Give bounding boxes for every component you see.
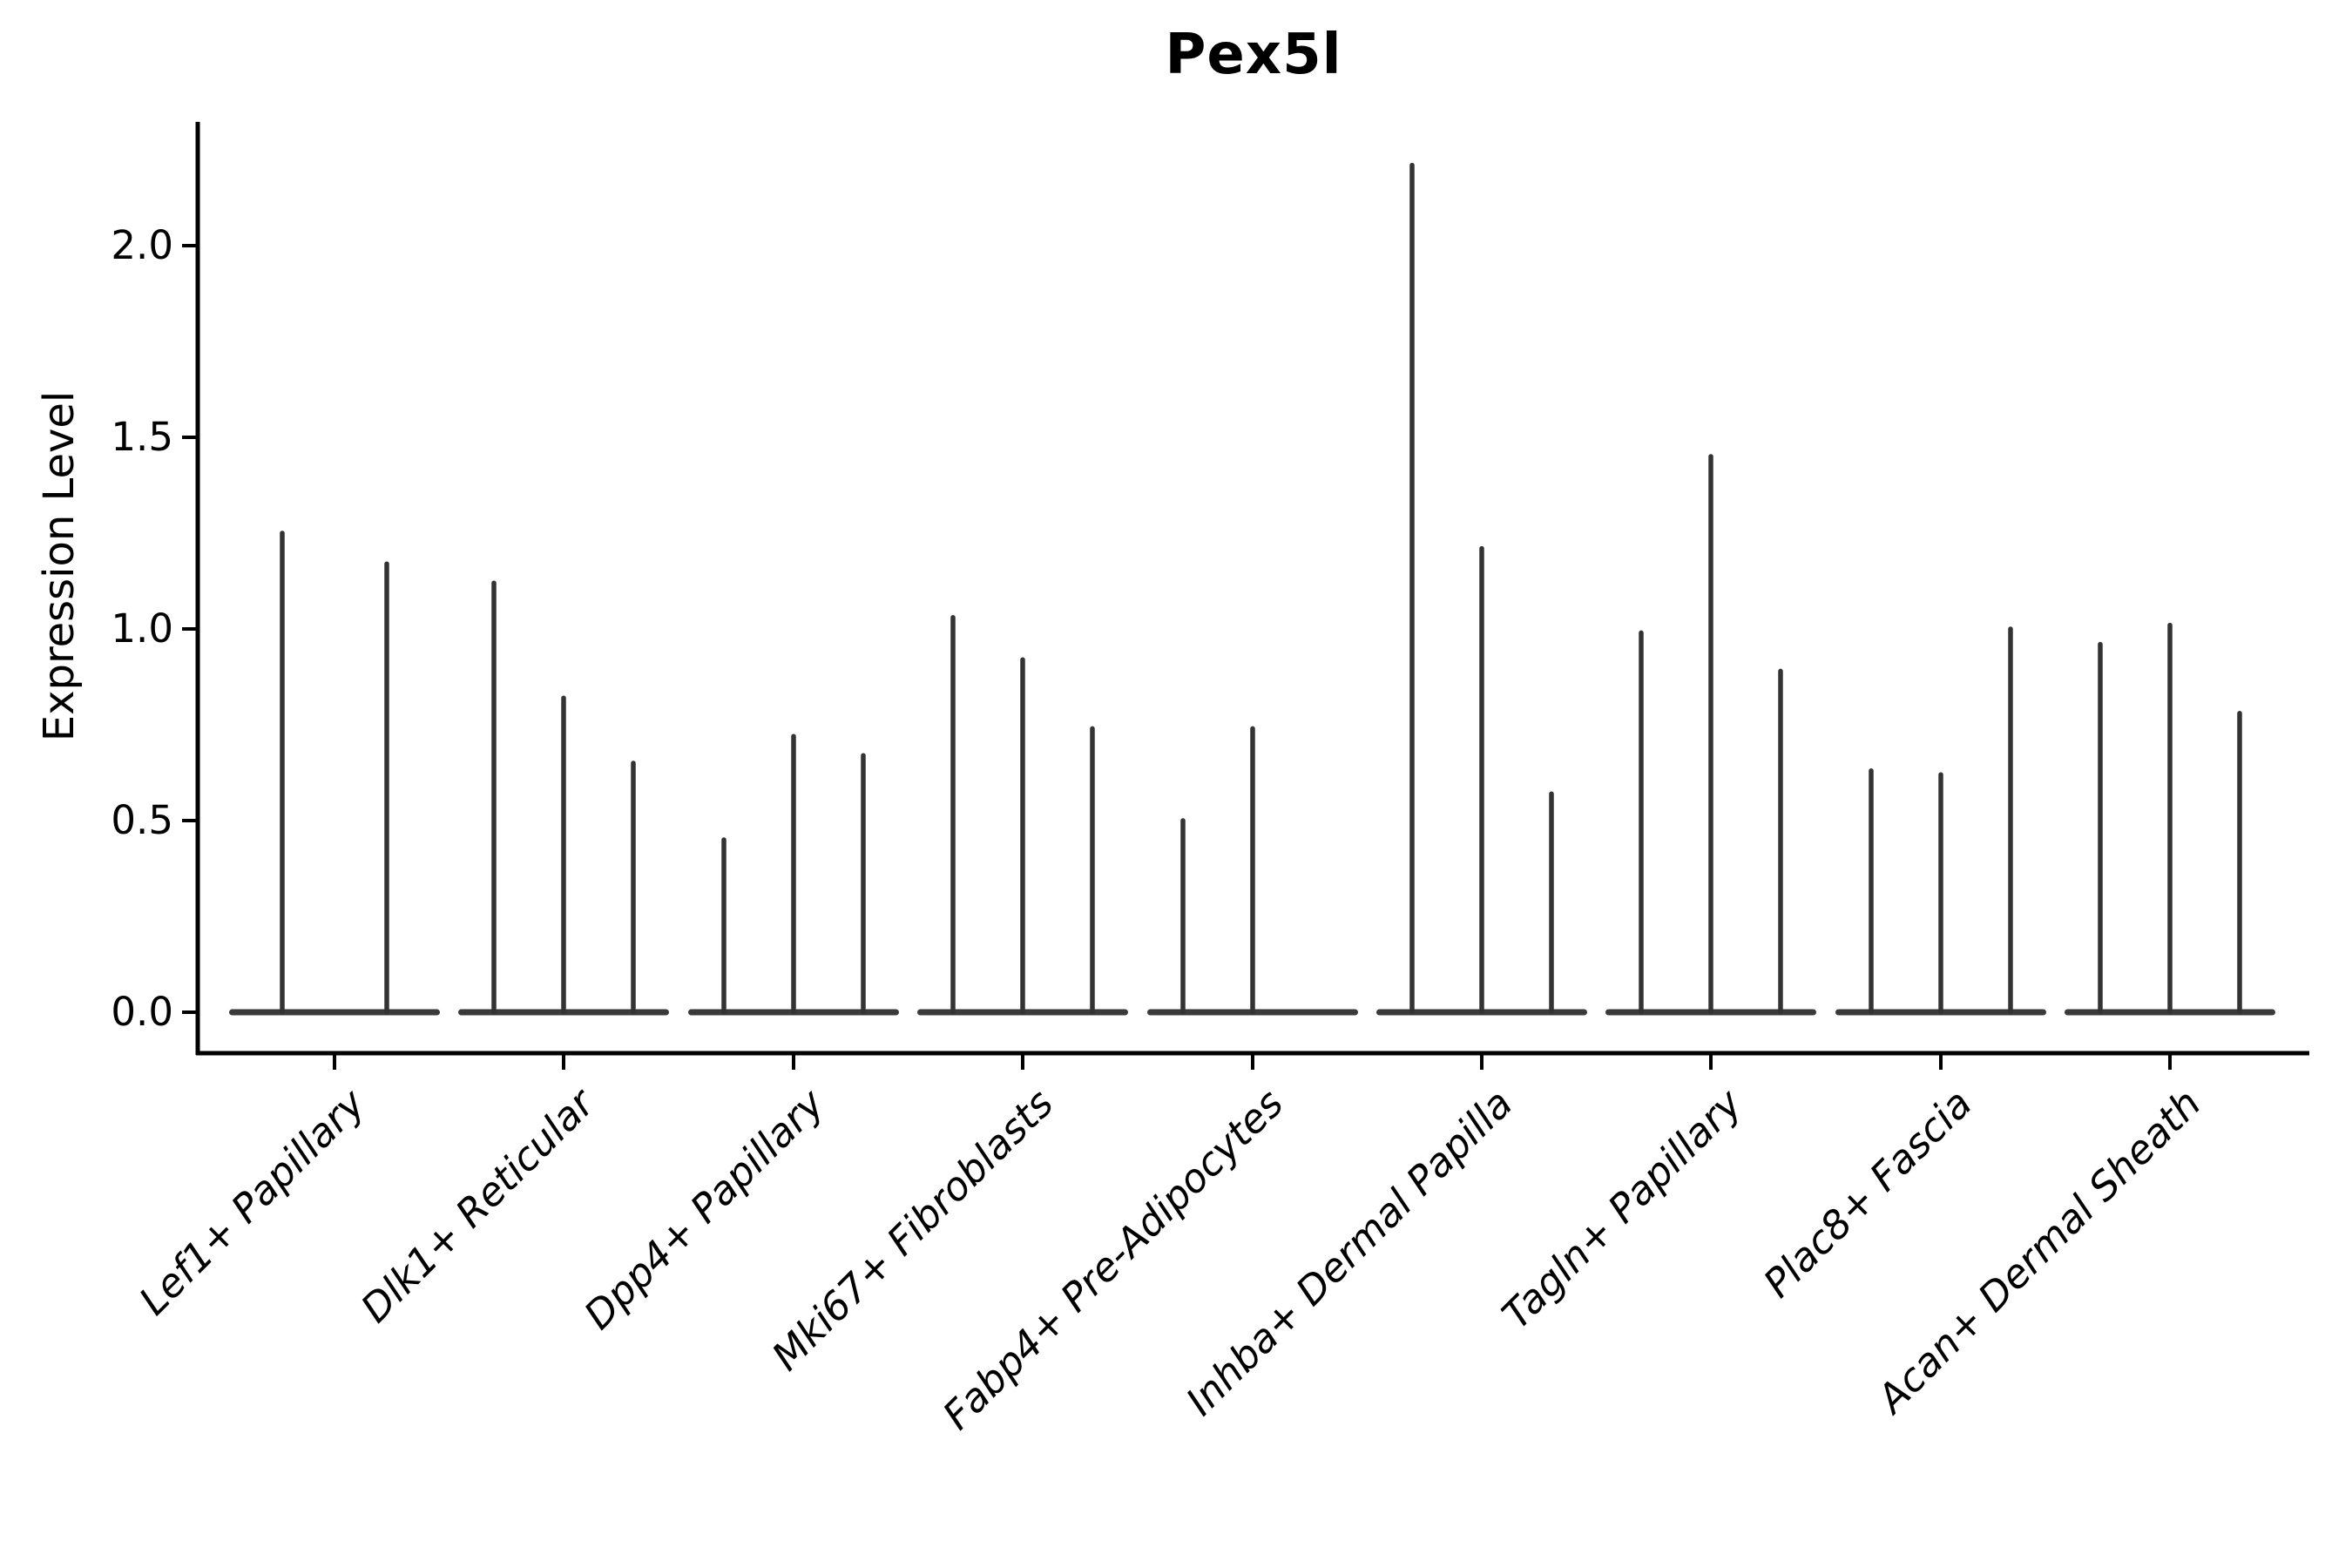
y-tick-label: 1.5 (111, 414, 173, 460)
y-tick-label: 1.0 (111, 605, 173, 652)
violin-baseline (229, 1009, 440, 1016)
page-title: Pex5l (1165, 23, 1342, 87)
y-tick-label: 0.5 (111, 797, 173, 843)
y-tick-label: 2.0 (111, 222, 173, 268)
y-tick-label: 0.0 (111, 989, 173, 1035)
